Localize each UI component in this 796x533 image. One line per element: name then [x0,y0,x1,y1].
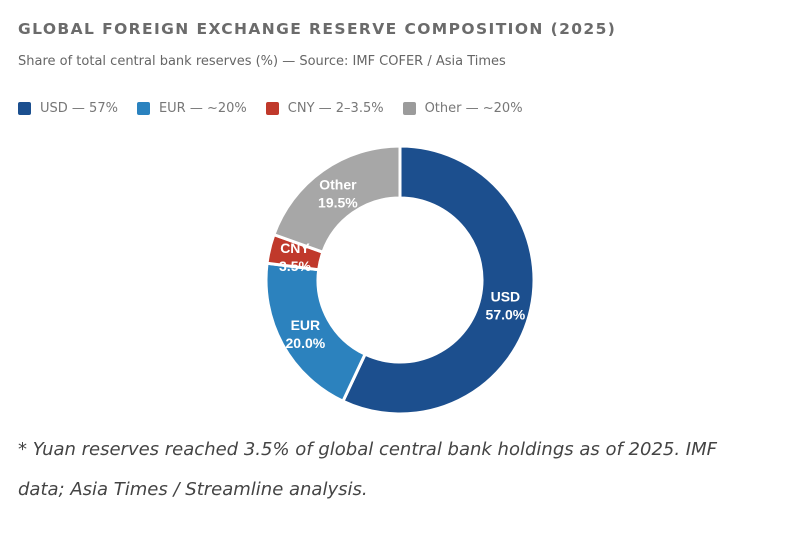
slice-label-eur-name: EUR [291,317,321,333]
legend-item-other: Other — ~20% [402,101,523,116]
slice-label-other-value: 19.5% [318,195,358,211]
legend-label-usd: USD — 57% [40,101,118,116]
chart-title: GLOBAL FOREIGN EXCHANGE RESERVE COMPOSIT… [18,20,617,38]
footnote-line-2: data; Asia Times / Streamline analysis. [18,479,368,500]
footnote: * Yuan reserves reached 3.5% of global c… [18,430,788,510]
legend-swatch-cny [265,102,279,115]
legend-item-cny: CNY — 2–3.5% [265,101,384,116]
legend: USD — 57% EUR — ~20% CNY — 2–3.5% Other … [18,101,542,116]
slice-label-eur-value: 20.0% [286,335,326,351]
legend-item-usd: USD — 57% [18,101,118,116]
slice-label-cny-name: CNY [280,240,310,256]
chart-subtitle: Share of total central bank reserves (%)… [18,54,506,69]
footnote-line-1: * Yuan reserves reached 3.5% of global c… [18,439,717,460]
legend-swatch-eur [136,102,150,115]
legend-swatch-other [402,102,416,115]
slice-label-other-name: Other [319,177,357,193]
slice-label-cny-value: 3.5% [279,258,311,274]
slice-other [272,144,402,255]
legend-item-eur: EUR — ~20% [136,101,247,116]
legend-swatch-usd [18,102,31,115]
legend-label-eur: EUR — ~20% [158,101,247,116]
slice-label-usd-name: USD [491,289,521,305]
slice-usd [340,144,536,416]
legend-label-other: Other — ~20% [424,101,523,116]
legend-label-cny: CNY — 2–3.5% [287,101,384,116]
slice-label-usd-value: 57.0% [486,307,526,323]
